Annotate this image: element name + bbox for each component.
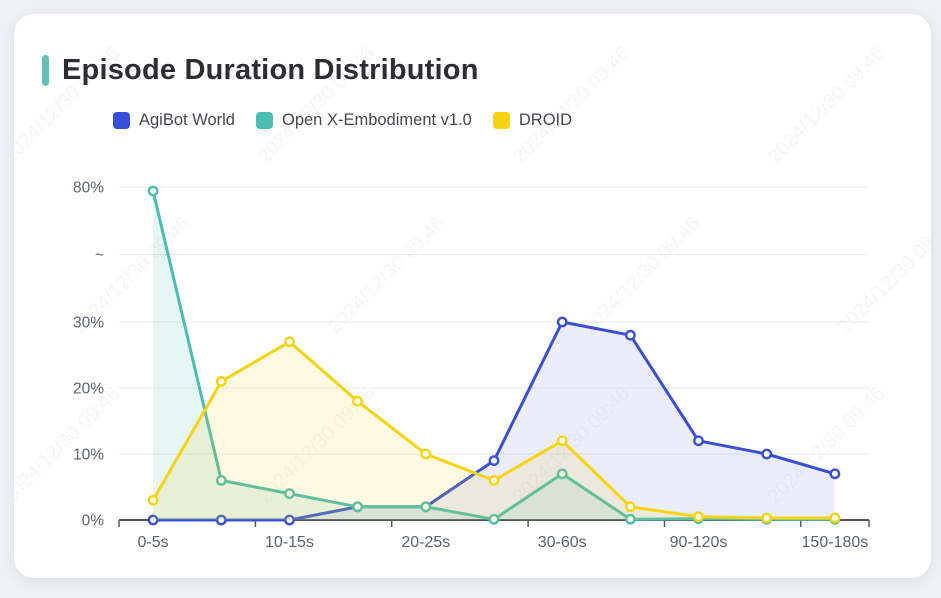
chart-title: Episode Duration Distribution (62, 54, 479, 86)
legend-label: AgiBot World (139, 111, 235, 130)
watermark-text: 2024/12/30 09:46 (14, 382, 125, 508)
title-accent-bar (42, 55, 49, 86)
legend-swatch (113, 112, 130, 129)
legend: AgiBot World Open X-Embodiment v1.0 DROID (113, 112, 572, 129)
watermark-text: 2024/12/30 09:46 (324, 212, 450, 338)
watermark-text: 2024/12/30 09:46 (509, 42, 635, 168)
watermark-text: 2024/12/30 09:46 (509, 382, 635, 508)
chart-card: 2024/12/30 09:46 2024/12/30 09:46 2024/12/… (14, 14, 931, 578)
legend-label: Open X-Embodiment v1.0 (282, 111, 472, 130)
watermark-text: 2024/12/30 09:46 (834, 212, 931, 338)
watermark-text: 2024/12/30 09:46 (69, 212, 195, 338)
legend-item-droid[interactable]: DROID (492, 111, 573, 130)
legend-item-open-x-embodiment-v1-0[interactable]: Open X-Embodiment v1.0 (256, 112, 472, 129)
legend-item-agibot-world[interactable]: AgiBot World (113, 112, 235, 129)
watermark-text: 2024/12/30 09:46 (764, 42, 890, 168)
legend-label: DROID (518, 111, 573, 130)
watermark-text: 2024/12/30 09:46 (579, 212, 705, 338)
legend-swatch (492, 112, 510, 129)
card-header: Episode Duration Distribution (42, 55, 479, 86)
watermark-layer: 2024/12/30 09:46 2024/12/30 09:46 2024/12/… (14, 14, 931, 578)
watermark-text: 2024/12/30 09:46 (254, 382, 380, 508)
watermark-text: 2024/12/30 09:46 (764, 382, 890, 508)
legend-swatch (256, 112, 273, 129)
